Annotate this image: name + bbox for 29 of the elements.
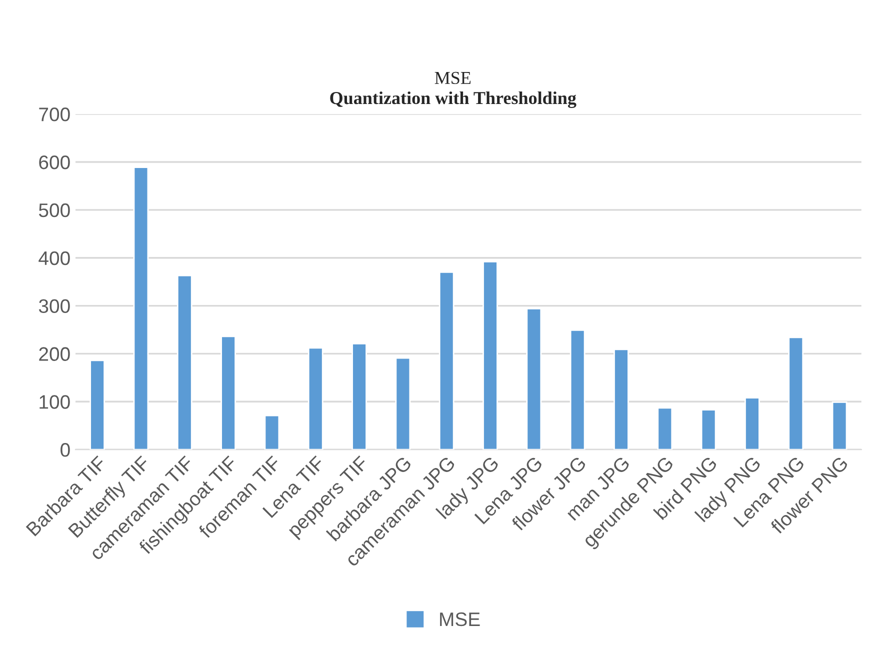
bar <box>570 330 586 450</box>
bar <box>438 272 454 450</box>
y-tick-label: 700 <box>39 108 70 122</box>
bar <box>614 348 629 450</box>
bar <box>788 336 804 450</box>
y-tick-label: 400 <box>38 251 70 266</box>
bar <box>744 397 760 450</box>
bar <box>395 357 411 450</box>
bar <box>264 414 280 450</box>
bar <box>832 401 848 450</box>
y-tick-label: 300 <box>38 299 70 314</box>
bar <box>90 360 105 450</box>
bar <box>700 409 716 450</box>
y-tick-label: 200 <box>39 347 70 361</box>
bar <box>220 336 236 450</box>
bar <box>308 347 324 450</box>
chart-subtitle: Quantization with Thresholding <box>330 91 576 108</box>
y-tick-label: 600 <box>39 155 70 170</box>
bar <box>657 407 673 450</box>
legend-label: MSE <box>440 612 480 626</box>
bar <box>482 260 498 450</box>
bar <box>133 166 149 450</box>
y-tick-label: 500 <box>38 203 70 218</box>
bar <box>176 274 192 450</box>
y-tick-label: 100 <box>40 395 70 409</box>
y-tick-label: 0 <box>60 443 70 457</box>
bar <box>526 308 542 450</box>
chart-title: MSE <box>434 72 471 84</box>
bar <box>352 342 367 450</box>
